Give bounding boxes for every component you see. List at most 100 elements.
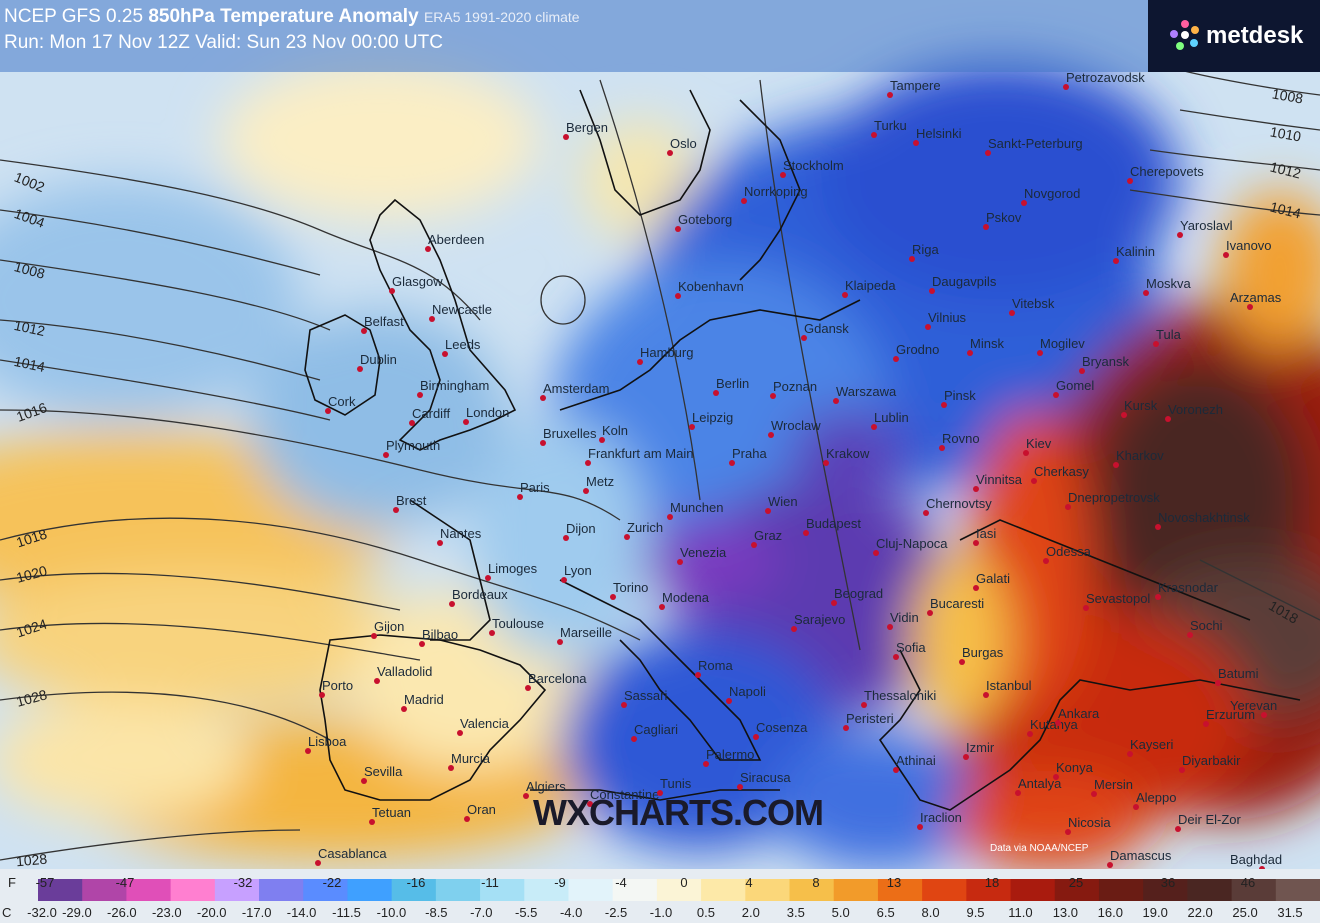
legend-c-tick: 9.5 [966,905,985,920]
city-dot [893,767,899,773]
city-dot [929,288,935,294]
city-label-pinsk: Pinsk [944,388,976,403]
legend-c-tick: -1.0 [649,905,673,920]
city-dot [585,460,591,466]
city-label-gomel: Gomel [1056,378,1095,393]
city-dot [1247,304,1253,310]
city-label-tampere: Tampere [890,78,941,93]
legend-swatch [568,879,614,901]
legend-swatch [701,879,746,901]
city-dot [449,601,455,607]
legend-f-tick: -57 [35,875,55,890]
legend-swatch [1187,879,1233,901]
city-dot [923,510,929,516]
city-label-krakow: Krakow [826,446,870,461]
city-dot [485,575,491,581]
legend-f-tick: -16 [406,875,426,890]
city-dot [751,542,757,548]
city-label-dnepropetrovsk: Dnepropetrovsk [1068,490,1160,505]
legend-swatch [303,879,348,901]
city-label-dublin: Dublin [360,352,397,367]
legend-color-bar [38,879,1320,901]
city-dot [1083,605,1089,611]
legend-c-tick: -29.0 [62,905,92,920]
city-label-diyarbakir: Diyarbakir [1182,753,1241,768]
city-dot [525,685,531,691]
city-label-gijon: Gijon [374,619,405,634]
city-label-valladolid: Valladolid [377,664,433,679]
city-label-tetuan: Tetuan [372,805,412,820]
legend-f-tick: 25 [1068,875,1084,890]
city-label-madrid: Madrid [404,692,444,707]
legend-f-tick: -47 [115,875,135,890]
city-dot [909,256,915,262]
legend-c-tick: 5.0 [831,905,850,920]
city-dot [973,540,979,546]
city-label-istanbul: Istanbul [986,678,1032,693]
city-label-newcastle: Newcastle [432,302,492,317]
city-dot [319,692,325,698]
city-label-siracusa: Siracusa [740,770,791,785]
legend-swatch [170,879,216,901]
city-dot [1121,412,1127,418]
city-dot [1031,478,1037,484]
city-label-kursk: Kursk [1124,398,1158,413]
city-dot [695,672,701,678]
legend-swatch [38,879,83,901]
legend-swatch [1010,879,1056,901]
city-label-novgorod: Novgorod [1024,186,1081,201]
city-dot [610,594,616,600]
legend-c-tick: 2.0 [741,905,760,920]
city-dot [417,392,423,398]
city-label-modena: Modena [662,590,709,605]
city-label-nicosia: Nicosia [1068,815,1111,830]
city-label-arzamas: Arzamas [1230,290,1282,305]
city-dot [599,437,605,443]
watermark: WXCHARTS.COM [533,792,824,833]
city-dot [583,488,589,494]
city-dot [983,692,989,698]
city-dot [842,292,848,298]
city-label-tunis: Tunis [660,776,692,791]
city-label-bordeaux: Bordeaux [452,587,508,602]
city-label-beograd: Beograd [834,586,884,601]
city-label-marseille: Marseille [560,625,613,640]
city-dot [1053,392,1059,398]
city-label-pskov: Pskov [986,210,1022,225]
city-dot [361,778,367,784]
anomaly-field [0,60,1320,870]
city-label-moskva: Moskva [1146,276,1191,291]
city-dot [823,460,829,466]
city-dot [429,316,435,322]
legend-swatch [1098,879,1144,901]
city-label-antalya: Antalya [1018,776,1062,791]
city-dot [780,172,786,178]
city-label-rovno: Rovno [942,431,980,446]
city-dot [1203,721,1209,727]
city-dot [374,678,380,684]
brand-name: metdesk [1206,22,1304,49]
legend-c-tick: 3.5 [786,905,805,920]
city-dot [637,359,643,365]
legend-c-tick: -14.0 [286,905,317,920]
city-label-dijon: Dijon [566,521,596,536]
city-label-palermo: Palermo [706,747,755,762]
legend-swatch [480,879,525,901]
legend-c-tick: 8.0 [921,905,940,920]
city-dot [801,335,807,341]
city-label-lublin: Lublin [874,410,909,425]
city-dot [1155,594,1161,600]
city-label-ankara: Ankara [1058,706,1100,721]
city-label-kobenhavn: Kobenhavn [678,279,744,294]
legend-swatch [347,879,393,901]
city-dot [1127,751,1133,757]
legend-swatch [435,879,481,901]
legend-c-tick: -5.5 [515,905,538,920]
metdesk-logo-icon [1170,20,1199,50]
header-bar: NCEP GFS 0.25 850hPa Temperature Anomaly… [0,0,1148,72]
city-label-casablanca: Casablanca [318,846,387,861]
city-label-porto: Porto [322,678,354,693]
legend-f-tick: -9 [554,875,566,890]
city-label-murcia: Murcia [451,751,491,766]
city-label-warszawa: Warszawa [836,384,897,399]
